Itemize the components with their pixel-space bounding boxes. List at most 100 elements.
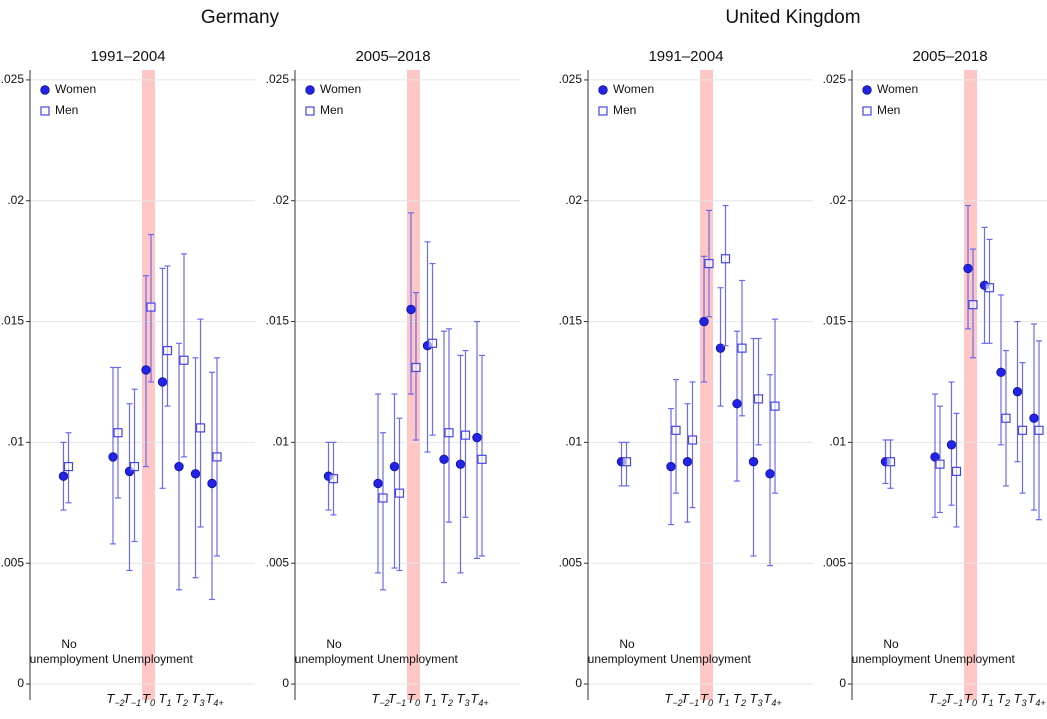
x-tick-label: T4+ <box>470 691 488 708</box>
x-tick-label: T1 <box>424 691 437 708</box>
y-tick-label: .015 <box>823 314 847 328</box>
x-tick-label: T4+ <box>1027 691 1045 708</box>
x-tick-label: T4+ <box>763 691 781 708</box>
legend-marker <box>305 85 315 95</box>
point <box>770 401 780 411</box>
annotation: Unemployment <box>934 652 1015 666</box>
point <box>699 316 709 327</box>
x-tick-label: T2 <box>175 691 188 708</box>
y-tick-label: .015 <box>559 314 583 328</box>
legend-label: Men <box>877 103 900 117</box>
y-tick-label: 0 <box>17 676 24 690</box>
x-tick-label: T2 <box>440 691 453 708</box>
point <box>63 461 74 472</box>
annotation: No <box>326 637 342 651</box>
annotation: Unemployment <box>377 652 458 666</box>
x-tick-label: T1 <box>717 691 730 708</box>
point <box>946 440 957 450</box>
point <box>1012 386 1023 397</box>
point <box>406 304 416 315</box>
legend-marker <box>598 106 608 116</box>
highlight-band <box>407 70 420 700</box>
point <box>765 469 775 479</box>
x-tick-label: T−1 <box>945 691 963 708</box>
point <box>935 459 945 469</box>
x-tick-label: T−1 <box>123 691 141 708</box>
y-tick-label: .005 <box>823 555 847 569</box>
y-tick-label: .01 <box>565 435 582 449</box>
panel-title: 2005–2018 <box>355 48 430 65</box>
point <box>930 452 940 462</box>
y-tick-label: .015 <box>266 314 290 328</box>
legend-marker <box>40 85 50 95</box>
y-tick-label: .005 <box>266 555 290 569</box>
point <box>753 394 764 404</box>
x-tick-label: T2 <box>733 691 746 708</box>
point <box>190 469 201 479</box>
legend-marker <box>305 106 315 116</box>
legend-label: Men <box>320 103 343 117</box>
annotation: Unemployment <box>670 652 751 666</box>
point <box>411 362 421 373</box>
legend-label: Women <box>877 82 918 96</box>
annotation: unemployment <box>30 652 109 666</box>
y-tick-label: .02 <box>272 193 289 207</box>
point <box>963 263 973 274</box>
x-tick-label: T−2 <box>664 691 682 708</box>
legend-marker <box>40 106 50 116</box>
point <box>113 428 123 438</box>
highlight-band <box>142 70 155 700</box>
y-tick-label: .025 <box>559 72 583 86</box>
y-tick-label: .01 <box>829 435 846 449</box>
x-tick-label: T−2 <box>928 691 946 708</box>
x-tick-label: T2 <box>997 691 1010 708</box>
point <box>885 457 896 467</box>
point <box>146 302 156 312</box>
point <box>328 474 339 484</box>
y-tick-label: .025 <box>1 72 25 86</box>
point <box>666 461 676 472</box>
x-tick-label: T−1 <box>388 691 406 708</box>
point <box>207 478 217 489</box>
x-tick-label: T3 <box>457 691 470 708</box>
point <box>141 365 151 375</box>
point <box>212 452 222 462</box>
x-tick-label: T3 <box>1014 691 1027 708</box>
point <box>621 457 632 467</box>
x-tick-label: T0 <box>700 691 713 708</box>
point <box>427 338 438 348</box>
y-tick-label: .02 <box>565 193 582 207</box>
point <box>378 493 388 503</box>
legend-marker <box>862 85 872 95</box>
panel-title: 1991–2004 <box>648 48 723 65</box>
point <box>968 300 978 310</box>
y-tick-label: .015 <box>1 314 25 328</box>
panel-title: 2005–2018 <box>912 48 987 65</box>
point <box>671 425 681 435</box>
point <box>732 399 742 409</box>
point <box>1034 425 1044 435</box>
x-tick-label: T0 <box>964 691 977 708</box>
y-tick-label: 0 <box>282 676 289 690</box>
point <box>455 459 466 469</box>
y-tick-label: 0 <box>839 676 846 690</box>
highlight-band <box>700 70 713 700</box>
legend-label: Men <box>613 103 636 117</box>
x-tick-label: T−1 <box>681 691 699 708</box>
x-tick-label: T3 <box>192 691 205 708</box>
y-tick-label: 0 <box>575 676 582 690</box>
annotation: unemployment <box>852 652 931 666</box>
point <box>195 423 206 433</box>
y-tick-label: .02 <box>7 193 24 207</box>
panel-title: 1991–2004 <box>90 48 165 65</box>
y-tick-label: .005 <box>559 555 583 569</box>
y-tick-label: .025 <box>266 72 290 86</box>
point <box>444 428 454 438</box>
x-tick-label: T0 <box>142 691 155 708</box>
point <box>687 435 698 445</box>
point <box>389 461 400 472</box>
group-title: Germany <box>201 7 280 28</box>
point <box>129 461 140 472</box>
point <box>951 466 962 476</box>
y-tick-label: .005 <box>1 555 25 569</box>
